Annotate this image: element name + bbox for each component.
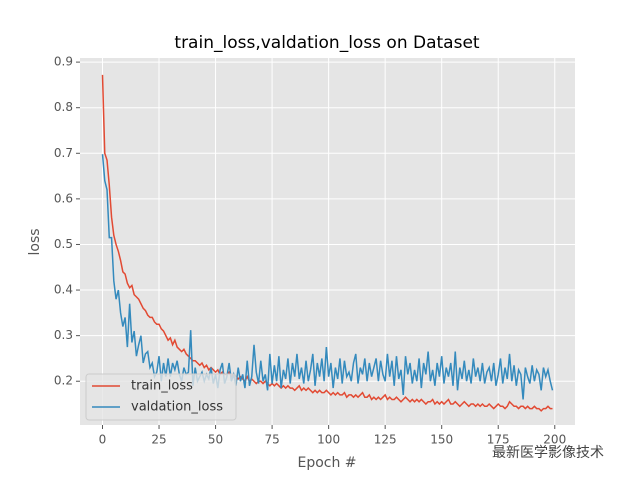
chart-title: train_loss,valdation_loss on Dataset	[174, 33, 480, 53]
legend-box	[85, 373, 237, 421]
x-tick-label: 75	[264, 433, 279, 447]
y-tick-label: 0.7	[54, 146, 73, 160]
watermark: 最新医学影像技术	[492, 445, 604, 461]
x-tick-label: 50	[208, 433, 223, 447]
legend-label: train_loss	[131, 379, 193, 394]
x-tick-label: 0	[99, 433, 107, 447]
grid	[80, 58, 575, 425]
x-tick-label: 100	[317, 433, 340, 447]
lines	[101, 74, 554, 412]
y-tick-label: 0.5	[54, 237, 73, 251]
y-tick-label: 0.2	[54, 374, 73, 388]
series-line	[101, 74, 553, 412]
x-tick-label: 125	[374, 433, 397, 447]
x-tick-label: 175	[487, 433, 510, 447]
series-line	[101, 154, 554, 400]
x-tick-label: 150	[430, 433, 453, 447]
y-axis-label: loss	[27, 228, 43, 255]
y-tick-label: 0.8	[54, 100, 73, 114]
y-tick-label: 0.9	[54, 55, 73, 69]
y-tick-label: 0.6	[54, 191, 73, 205]
legend: train_loss valdation_loss	[85, 373, 237, 421]
y-tick-label: 0.3	[54, 328, 73, 342]
x-axis-label: Epoch #	[297, 455, 356, 471]
x-tick-label: 25	[151, 433, 166, 447]
y-tick-label: 0.4	[54, 283, 73, 297]
x-tick-label: 200	[543, 433, 566, 447]
legend-label: valdation_loss	[131, 400, 223, 415]
